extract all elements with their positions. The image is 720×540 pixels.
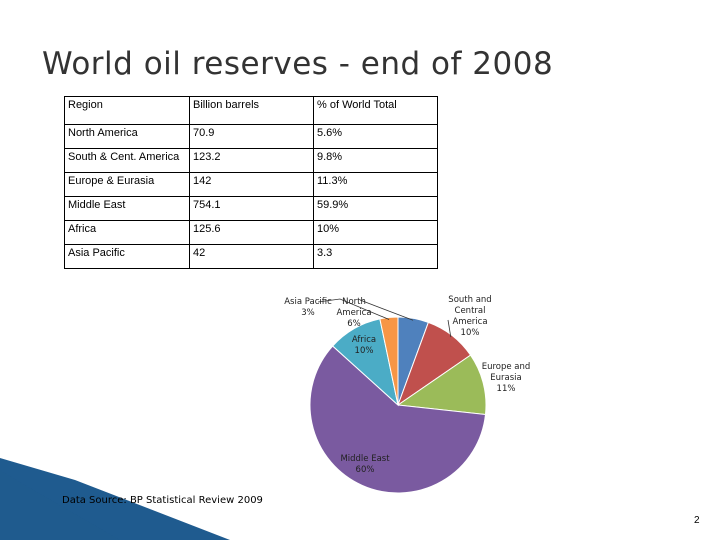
slice-label-north-america: North America 6%	[336, 297, 372, 329]
pie-slice-asia-pacific	[379, 316, 399, 406]
table-row: Europe & Eurasia 142 11.3%	[64, 172, 438, 197]
table-header-row: Region Billion barrels % of World Total	[64, 96, 438, 125]
header-percent-total: % of World Total	[313, 96, 438, 125]
slice-label-europe-eurasia: Europe and Eurasia 11%	[481, 362, 531, 394]
slice-label-middle-east: Middle East 60%	[340, 454, 390, 475]
slice-label-asia-pacific: Asia Pacific 3%	[284, 297, 332, 318]
cell-region: Middle East	[64, 196, 190, 221]
leader-line	[317, 298, 390, 320]
leader-line	[447, 319, 452, 338]
leader-lines	[317, 298, 452, 338]
pie-slice-europe-and-eurasia	[396, 354, 487, 416]
data-source-note: Data Source: BP Statistical Review 2009	[62, 495, 263, 506]
cell-percent: 5.6%	[313, 124, 438, 149]
decorative-bar-shadow	[0, 470, 120, 540]
pie-slices	[309, 316, 487, 494]
table-row: Middle East 754.1 59.9%	[64, 196, 438, 221]
cell-percent: 11.3%	[313, 172, 438, 197]
cell-barrels: 42	[189, 244, 314, 269]
cell-region: South & Cent. America	[64, 148, 190, 173]
slice-label-africa: Africa 10%	[351, 335, 377, 356]
cell-region: Africa	[64, 220, 190, 245]
slice-label-south-central-america: South and Central America 10%	[448, 295, 492, 338]
decorative-bar	[0, 458, 230, 540]
cell-barrels: 125.6	[189, 220, 314, 245]
page-number: 2	[694, 515, 700, 526]
table-row: South & Cent. America 123.2 9.8%	[64, 148, 438, 173]
slide-title: World oil reserves - end of 2008	[42, 46, 554, 82]
cell-percent: 59.9%	[313, 196, 438, 221]
table-row: Africa 125.6 10%	[64, 220, 438, 245]
cell-region: Asia Pacific	[64, 244, 190, 269]
pie-slice-middle-east	[309, 345, 487, 494]
cell-percent: 10%	[313, 220, 438, 245]
cell-barrels: 70.9	[189, 124, 314, 149]
cell-region: Europe & Eurasia	[64, 172, 190, 197]
header-region: Region	[64, 96, 190, 125]
oil-reserves-table: Region Billion barrels % of World Total …	[64, 96, 438, 269]
cell-percent: 9.8%	[313, 148, 438, 173]
cell-percent: 3.3	[313, 244, 438, 269]
leader-line	[359, 299, 414, 321]
table-row: Asia Pacific 42 3.3	[64, 244, 438, 269]
